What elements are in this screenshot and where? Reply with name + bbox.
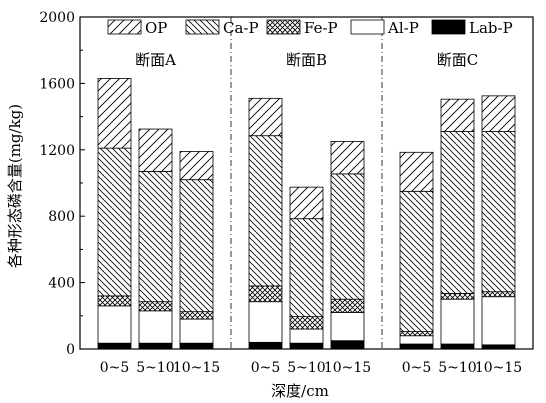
bar-segment-ca-p — [248, 135, 283, 287]
bar-segment-op — [289, 186, 324, 220]
bar-segment-lab-p — [138, 342, 173, 350]
y-tick-label: 2000 — [39, 10, 75, 26]
bar-segment-fe-p — [289, 316, 324, 330]
legend-label: Fe-P — [304, 19, 338, 37]
x-tick-label: 0~5 — [402, 360, 432, 376]
bar-segment-lab-p — [399, 343, 434, 350]
x-tick-label: 0~5 — [100, 360, 130, 376]
bar-segment-al-p — [97, 305, 132, 344]
bar-segment-al-p — [248, 301, 283, 343]
bar-segment-lab-p — [440, 343, 475, 350]
bar-segment-op — [248, 97, 283, 137]
bar-segment-al-p — [138, 310, 173, 344]
bar-segment-fe-p — [138, 301, 173, 312]
x-tick-label: 10~15 — [173, 360, 220, 376]
legend-label: Lab-P — [469, 19, 513, 37]
bar-segment-fe-p — [481, 291, 516, 298]
legend-swatch — [350, 19, 385, 35]
x-tick-label: 0~5 — [251, 360, 281, 376]
x-tick-label: 10~15 — [324, 360, 371, 376]
group-label: 断面B — [286, 51, 327, 69]
legend-swatch — [266, 19, 301, 35]
bar-segment-al-p — [179, 318, 214, 344]
bar-segment-fe-p — [330, 298, 365, 313]
x-axis-label: 深度/cm — [271, 382, 329, 400]
bar-segment-ca-p — [179, 179, 214, 313]
bar-segment-fe-p — [399, 331, 434, 337]
bar-segment-lab-p — [481, 344, 516, 350]
bar-segment-ca-p — [289, 218, 324, 318]
bar-segment-fe-p — [97, 295, 132, 307]
y-tick-label: 1200 — [39, 143, 75, 159]
y-tick-label: 400 — [48, 276, 75, 292]
bar-segment-fe-p — [440, 292, 475, 300]
x-tick-label: 10~15 — [475, 360, 522, 376]
bar-segment-op — [481, 95, 516, 132]
y-tick-label: 800 — [48, 209, 75, 225]
bar-segment-op — [440, 98, 475, 132]
y-tick-label: 0 — [66, 342, 75, 358]
bar-segment-op — [399, 151, 434, 192]
bar-segment-al-p — [399, 335, 434, 345]
bar-segment-lab-p — [330, 340, 365, 350]
bar-segment-ca-p — [481, 131, 516, 293]
legend-label: OP — [145, 19, 167, 37]
x-tick-label: 5~10 — [438, 360, 476, 376]
bar-segment-lab-p — [97, 342, 132, 350]
bar-segment-ca-p — [399, 190, 434, 332]
bars-layer: 断面A 断面B 断面C — [97, 51, 516, 350]
legend-label: Al-P — [387, 19, 419, 37]
legend-swatch — [431, 19, 466, 35]
bar-segment-al-p — [440, 298, 475, 345]
bar-segment-lab-p — [289, 342, 324, 350]
bar-segment-lab-p — [179, 342, 214, 350]
y-tick-label: 1600 — [39, 76, 75, 92]
bar-segment-ca-p — [330, 173, 365, 300]
legend-swatch — [107, 19, 142, 35]
bar-segment-op — [330, 141, 365, 175]
legend-swatch — [185, 19, 220, 35]
x-tick-label: 5~10 — [136, 360, 174, 376]
bar-segment-ca-p — [97, 147, 132, 297]
group-label: 断面C — [437, 51, 478, 69]
bar-segment-ca-p — [138, 170, 173, 303]
bar-segment-fe-p — [179, 311, 214, 320]
bar-segment-fe-p — [248, 285, 283, 303]
legend-label: Ca-P — [223, 19, 259, 37]
x-tick-label: 5~10 — [287, 360, 325, 376]
bar-segment-op — [179, 151, 214, 181]
bar-segment-op — [138, 128, 173, 172]
bar-segment-ca-p — [440, 131, 475, 294]
bar-segment-lab-p — [248, 341, 283, 350]
group-label: 断面A — [135, 51, 176, 69]
bar-segment-al-p — [289, 328, 324, 344]
bar-segment-al-p — [481, 296, 516, 346]
bar-segment-op — [97, 78, 132, 149]
legend: OP Ca-P Fe-P Al-P Lab-P — [107, 19, 513, 37]
bar-segment-al-p — [330, 312, 365, 342]
y-axis-label: 各种形态磷含量(mg/kg) — [6, 104, 24, 268]
